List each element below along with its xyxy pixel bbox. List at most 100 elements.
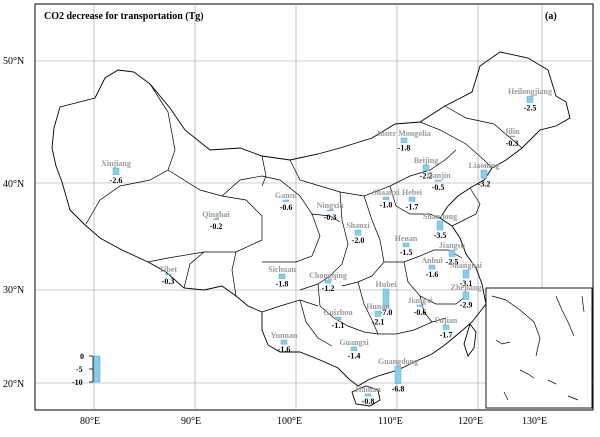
bar-tibet <box>164 273 172 275</box>
lat-tick-30: 30°N <box>3 285 24 296</box>
bar-hunan <box>374 310 382 317</box>
bar-chongqing <box>324 279 332 284</box>
value-heilongjiang: -2.5 <box>524 104 537 113</box>
bar-liaoning <box>480 169 488 179</box>
lat-tick-40: 40°N <box>3 179 24 190</box>
bar-ningxia <box>326 209 334 211</box>
province-name-shandong: Shandong <box>423 212 457 221</box>
province-name-fujian: Fujian <box>435 316 458 325</box>
value-shandong: -3.5 <box>434 231 447 240</box>
province-name-inner-mongolia: Inner Mongolia <box>377 129 430 138</box>
province-name-jilin: Jilin <box>504 127 520 136</box>
lon-tick-90: 90°E <box>181 416 201 427</box>
bar-xinjiang <box>112 167 120 175</box>
inset-coastline <box>491 295 585 401</box>
value-gansu: -0.6 <box>280 203 293 212</box>
province-layer: Heilongjiang -2.5 Jilin -0.3 Liaoning -3.2 Inn… <box>101 87 552 406</box>
legend-tick-minus-10: -10 <box>72 378 83 387</box>
value-jiangsu: -2.5 <box>446 258 459 267</box>
value-shanxi: -2.0 <box>352 236 365 245</box>
legend-tick-minus-5: -5 <box>76 365 83 374</box>
bar-jiangxi <box>416 304 424 307</box>
bar-beijing <box>422 164 430 171</box>
bar-anhui <box>428 264 436 270</box>
legend-bar <box>93 355 101 383</box>
province-borders <box>85 83 523 347</box>
province-name-chongqing: Chongqing <box>309 271 347 280</box>
lon-tick-80: 80°E <box>80 416 100 427</box>
map-title: CO2 decrease for transportation (Tg) <box>44 11 204 22</box>
bar-yunnan <box>280 339 288 345</box>
bar-inner-mongolia <box>400 137 408 143</box>
bar-hubei <box>382 288 390 308</box>
province-name-hebei: Hebei <box>402 188 423 197</box>
bar-guizhou <box>334 316 342 321</box>
province-name-guangdong: Guangdong <box>378 357 418 366</box>
lat-tick-20: 20°N <box>3 379 24 390</box>
province-name-yunnan: Yunnan <box>271 331 298 340</box>
lon-tick-130: 130°E <box>522 416 547 427</box>
bar-shanxi <box>354 229 362 236</box>
value-sichuan: -1.8 <box>276 280 289 289</box>
bar-guangdong <box>394 365 402 384</box>
panel-label: (a) <box>545 11 557 22</box>
bar-gansu <box>282 199 290 202</box>
province-name-heilongjiang: Heilongjiang <box>508 87 552 96</box>
taiwan-outline <box>463 323 477 357</box>
value-jilin: -0.3 <box>506 139 519 148</box>
province-name-qinghai: Qinghai <box>202 210 230 219</box>
hainan-outline <box>351 385 381 407</box>
value-tianjin: -0.5 <box>432 183 445 192</box>
bar-zhejiang <box>462 291 470 300</box>
province-name-tianjin: Tianjin <box>425 171 451 180</box>
south-china-sea-inset <box>485 287 593 409</box>
value-ningxia: -0.3 <box>324 213 337 222</box>
bar-shaanxi <box>382 196 390 200</box>
bar-jilin <box>508 135 516 137</box>
value-jiangxi: -0.6 <box>414 308 427 317</box>
value-liaoning: -3.2 <box>478 179 491 188</box>
province-name-sichuan: Sichuan <box>268 265 296 274</box>
legend-tick-0: 0 <box>80 352 84 361</box>
lon-tick-100: 100°E <box>277 416 302 427</box>
value-henan: -1.5 <box>400 248 413 257</box>
province-name-tibet: Tibet <box>159 265 177 274</box>
province-name-shanxi: Shanxi <box>346 221 370 230</box>
bar-jiangsu <box>448 249 456 257</box>
bar-guangxi <box>350 346 358 351</box>
province-name-xinjiang: Xinjiang <box>101 159 131 168</box>
value-shaanxi: -1.0 <box>380 201 393 210</box>
province-name-jiangsu: Jiangsu <box>439 241 466 250</box>
province-name-hainan: Hainan <box>355 385 381 394</box>
province-name-anhui: Anhui <box>421 256 443 265</box>
province-name-hunan: Hunan <box>366 302 390 311</box>
value-chongqing: -1.2 <box>322 284 335 293</box>
province-name-shanghai: Shanghai <box>450 261 483 270</box>
value-guizhou: -1.1 <box>332 321 345 330</box>
bar-shanghai <box>462 269 470 279</box>
province-name-henan: Henan <box>395 234 418 243</box>
value-tibet: -0.3 <box>162 277 175 286</box>
province-name-shaanxi: Shaanxi <box>372 188 400 197</box>
bar-tianjin <box>434 179 442 182</box>
value-yunnan: -1.6 <box>278 345 291 354</box>
province-name-jiangxi: Jiangxi <box>408 296 434 305</box>
bar-qinghai <box>212 218 220 220</box>
value-beijing: -2.2 <box>420 172 433 181</box>
province-name-guizhou: Guizhou <box>323 308 353 317</box>
value-qinghai: -0.2 <box>210 222 223 231</box>
province-name-guangxi: Guangxi <box>339 338 369 347</box>
value-guangxi: -1.4 <box>348 352 361 361</box>
value-hubei: -7.0 <box>380 308 393 317</box>
province-name-zhejiang: Zhejiang <box>451 283 482 292</box>
bar-fujian <box>442 324 450 330</box>
lon-tick-110: 110°E <box>378 416 403 427</box>
province-name-ningxia: Ningxia <box>317 201 344 210</box>
province-name-hubei: Hubei <box>376 280 398 289</box>
value-shanghai: -3.1 <box>460 279 473 288</box>
value-hainan: -0.8 <box>362 397 375 406</box>
value-anhui: -1.6 <box>426 270 439 279</box>
bar-heilongjiang <box>526 95 534 103</box>
lat-tick-50: 50°N <box>3 56 24 67</box>
